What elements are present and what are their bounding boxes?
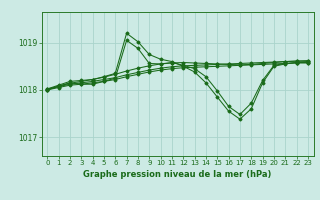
- X-axis label: Graphe pression niveau de la mer (hPa): Graphe pression niveau de la mer (hPa): [84, 170, 272, 179]
